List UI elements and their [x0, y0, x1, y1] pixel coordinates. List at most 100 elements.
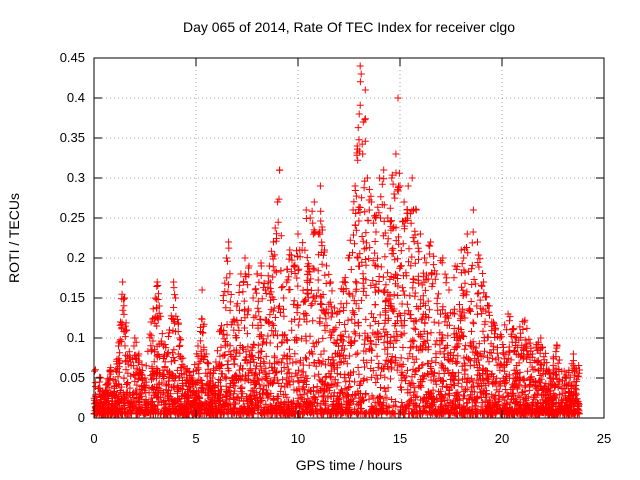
data-point-cloud [461, 392, 468, 400]
data-point-cloud [433, 395, 441, 403]
data-point-cloud [483, 406, 490, 414]
data-point-cloud [526, 339, 534, 347]
data-point-cloud [428, 269, 436, 277]
data-point-cloud [393, 366, 401, 374]
data-point-cloud [552, 348, 560, 356]
data-point-cloud [252, 395, 260, 402]
data-point-cloud [549, 375, 557, 383]
data-point-cloud [412, 325, 420, 333]
data-point-cloud [241, 314, 249, 322]
data-point-cloud [305, 262, 313, 270]
data-point-cloud [140, 410, 148, 418]
data-point-cloud [92, 366, 99, 374]
data-point-cloud [549, 361, 557, 369]
data-point-cloud [178, 361, 186, 369]
x-tick-label: 25 [597, 431, 611, 446]
data-point-cloud [540, 353, 548, 361]
data-point-cloud [246, 357, 254, 365]
data-point-cloud [262, 290, 270, 297]
data-point-cloud [468, 327, 475, 335]
data-point-cloud [318, 242, 326, 250]
data-point [353, 142, 361, 150]
y-tick-label: 0.2 [67, 250, 85, 265]
data-point-cloud [427, 329, 435, 337]
data-point [463, 230, 471, 238]
data-point-cloud [442, 344, 450, 352]
data-point-cloud [434, 290, 442, 298]
data-point-cloud [137, 395, 145, 403]
data-point-cloud [303, 355, 310, 363]
data-point [355, 110, 363, 118]
data-point-cloud [231, 382, 239, 390]
data-point [529, 350, 537, 358]
data-point-cloud [211, 367, 219, 374]
data-point-cloud [476, 255, 484, 263]
data-point-cloud [243, 393, 251, 400]
data-point-cloud [160, 352, 168, 360]
data-point-cloud [516, 329, 524, 337]
data-point-cloud [105, 376, 113, 384]
data-point-cloud [302, 381, 310, 388]
data-point-cloud [170, 407, 178, 415]
data-point-cloud [224, 288, 232, 296]
data-point-cloud [174, 320, 182, 328]
data-point-cloud [219, 297, 227, 304]
data-point-cloud [454, 395, 462, 403]
data-point-cloud [337, 300, 345, 308]
data-point-cloud [496, 366, 504, 374]
data-point-cloud [478, 310, 486, 318]
data-point [155, 302, 163, 310]
data-point-cloud [318, 260, 326, 268]
data-point-cloud [555, 378, 563, 386]
data-point-cloud [286, 381, 294, 389]
data-point-cloud [475, 356, 483, 364]
data-point-cloud [491, 394, 498, 402]
data-point [404, 182, 412, 190]
data-point-cloud [303, 389, 311, 397]
data-point [249, 294, 257, 302]
data-point-cloud [534, 338, 542, 346]
data-point-cloud [263, 373, 271, 381]
data-point [351, 182, 359, 190]
data-point-cloud [313, 292, 321, 300]
data-point-cloud [122, 319, 130, 327]
data-point-cloud [368, 373, 376, 381]
data-point-cloud [415, 248, 423, 256]
data-point-cloud [410, 410, 417, 418]
data-point [302, 206, 310, 214]
data-point-cloud [397, 247, 405, 255]
data-point-cloud [203, 409, 211, 417]
data-point [127, 358, 135, 366]
data-point-cloud [215, 376, 223, 383]
data-point-cloud [360, 375, 368, 383]
data-point-cloud [255, 308, 263, 316]
data-point-cloud [303, 254, 311, 262]
data-point-cloud [560, 380, 568, 388]
data-point-cloud [536, 349, 544, 357]
data-point-cloud [270, 322, 278, 329]
data-point [115, 342, 122, 350]
data-point-cloud [180, 362, 188, 370]
data-point-cloud [130, 362, 138, 370]
data-point-cloud [441, 270, 449, 278]
data-point-cloud [167, 358, 175, 366]
data-point-cloud [265, 319, 273, 326]
data-point-cloud [204, 389, 212, 397]
data-point [380, 166, 388, 174]
data-point-cloud [504, 409, 512, 417]
data-point-cloud [333, 364, 341, 372]
data-point-cloud [444, 312, 451, 320]
data-point-cloud [460, 309, 468, 317]
data-point-cloud [258, 410, 266, 418]
data-point-cloud [106, 375, 114, 383]
data-point-cloud [461, 345, 469, 353]
data-point-cloud [390, 190, 398, 198]
data-point-cloud [320, 347, 328, 355]
data-point-cloud [349, 292, 357, 300]
data-point-cloud [414, 244, 422, 252]
data-point-cloud [366, 244, 374, 252]
data-point-cloud [443, 274, 451, 282]
data-point-cloud [163, 409, 170, 417]
y-tick-label: 0 [78, 410, 85, 425]
data-point-cloud [189, 388, 197, 396]
